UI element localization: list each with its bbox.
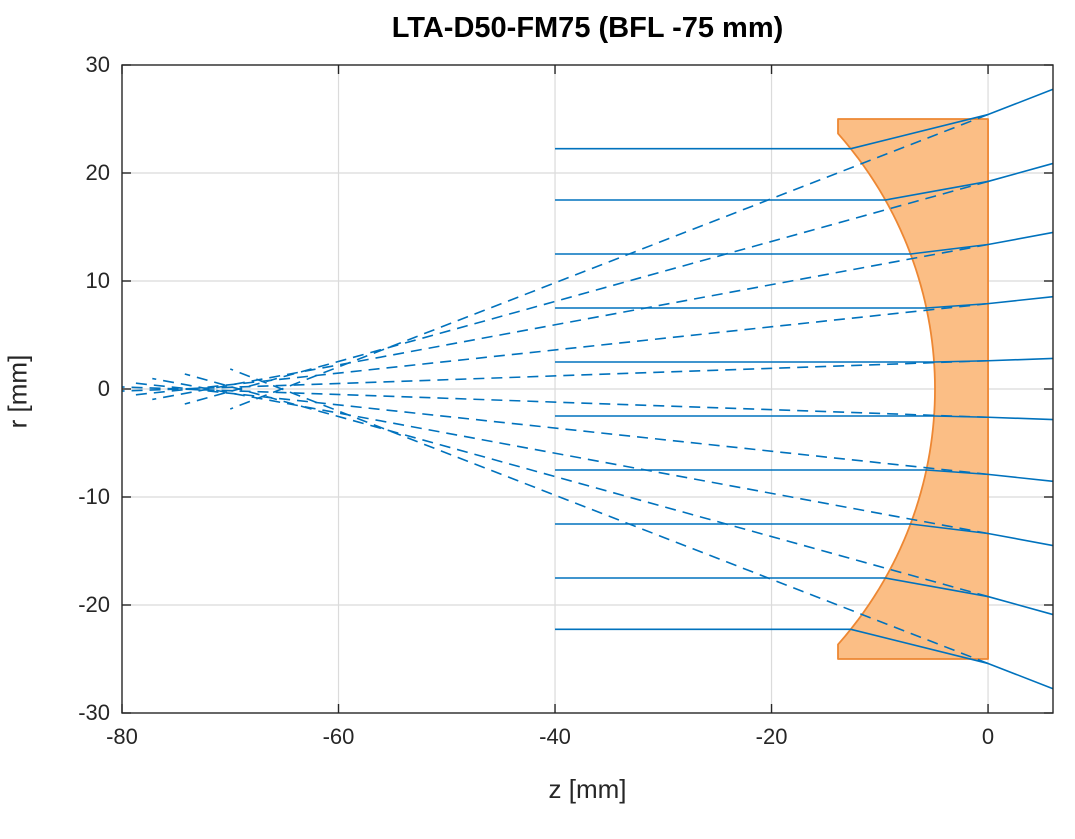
y-tick-label: -30: [78, 700, 110, 725]
solid-ray: [555, 357, 1054, 363]
solid-ray: [555, 523, 1054, 547]
dashed-virtual-ray: [184, 373, 989, 598]
plot-title: LTA-D50-FM75 (BFL -75 mm): [391, 12, 784, 44]
solid-ray: [555, 469, 1054, 483]
y-tick-label: 10: [85, 268, 110, 293]
x-tick-label: -60: [322, 724, 355, 749]
solid-ray: [555, 231, 1054, 255]
solid-ray: [555, 577, 1054, 616]
dashed-virtual-ray: [121, 386, 989, 419]
dashed-virtual-ray: [229, 368, 989, 665]
x-tick-label: 0: [981, 724, 995, 749]
dashed-virtual-ray: [229, 113, 989, 410]
y-tick-label: 20: [85, 160, 110, 185]
solid-ray: [555, 628, 1054, 690]
y-tick-label: 30: [85, 52, 110, 77]
solid-ray: [555, 415, 1054, 421]
solid-ray: [555, 162, 1054, 201]
x-tick-label: -40: [539, 724, 571, 749]
x-tick-label: -80: [106, 724, 138, 749]
y-tick-label: -10: [78, 484, 110, 509]
x-axis-label: z [mm]: [548, 774, 627, 804]
dashed-virtual-ray: [184, 180, 989, 405]
y-tick-label: -20: [78, 592, 110, 617]
x-tick-label: -20: [755, 724, 788, 749]
dashed-virtual-ray: [121, 359, 989, 392]
solid-ray: [555, 295, 1054, 309]
y-tick-label: 0: [97, 376, 110, 401]
solid-ray: [555, 88, 1054, 150]
y-axis-label: r [mm]: [2, 354, 33, 429]
lens-shape: [837, 118, 989, 660]
